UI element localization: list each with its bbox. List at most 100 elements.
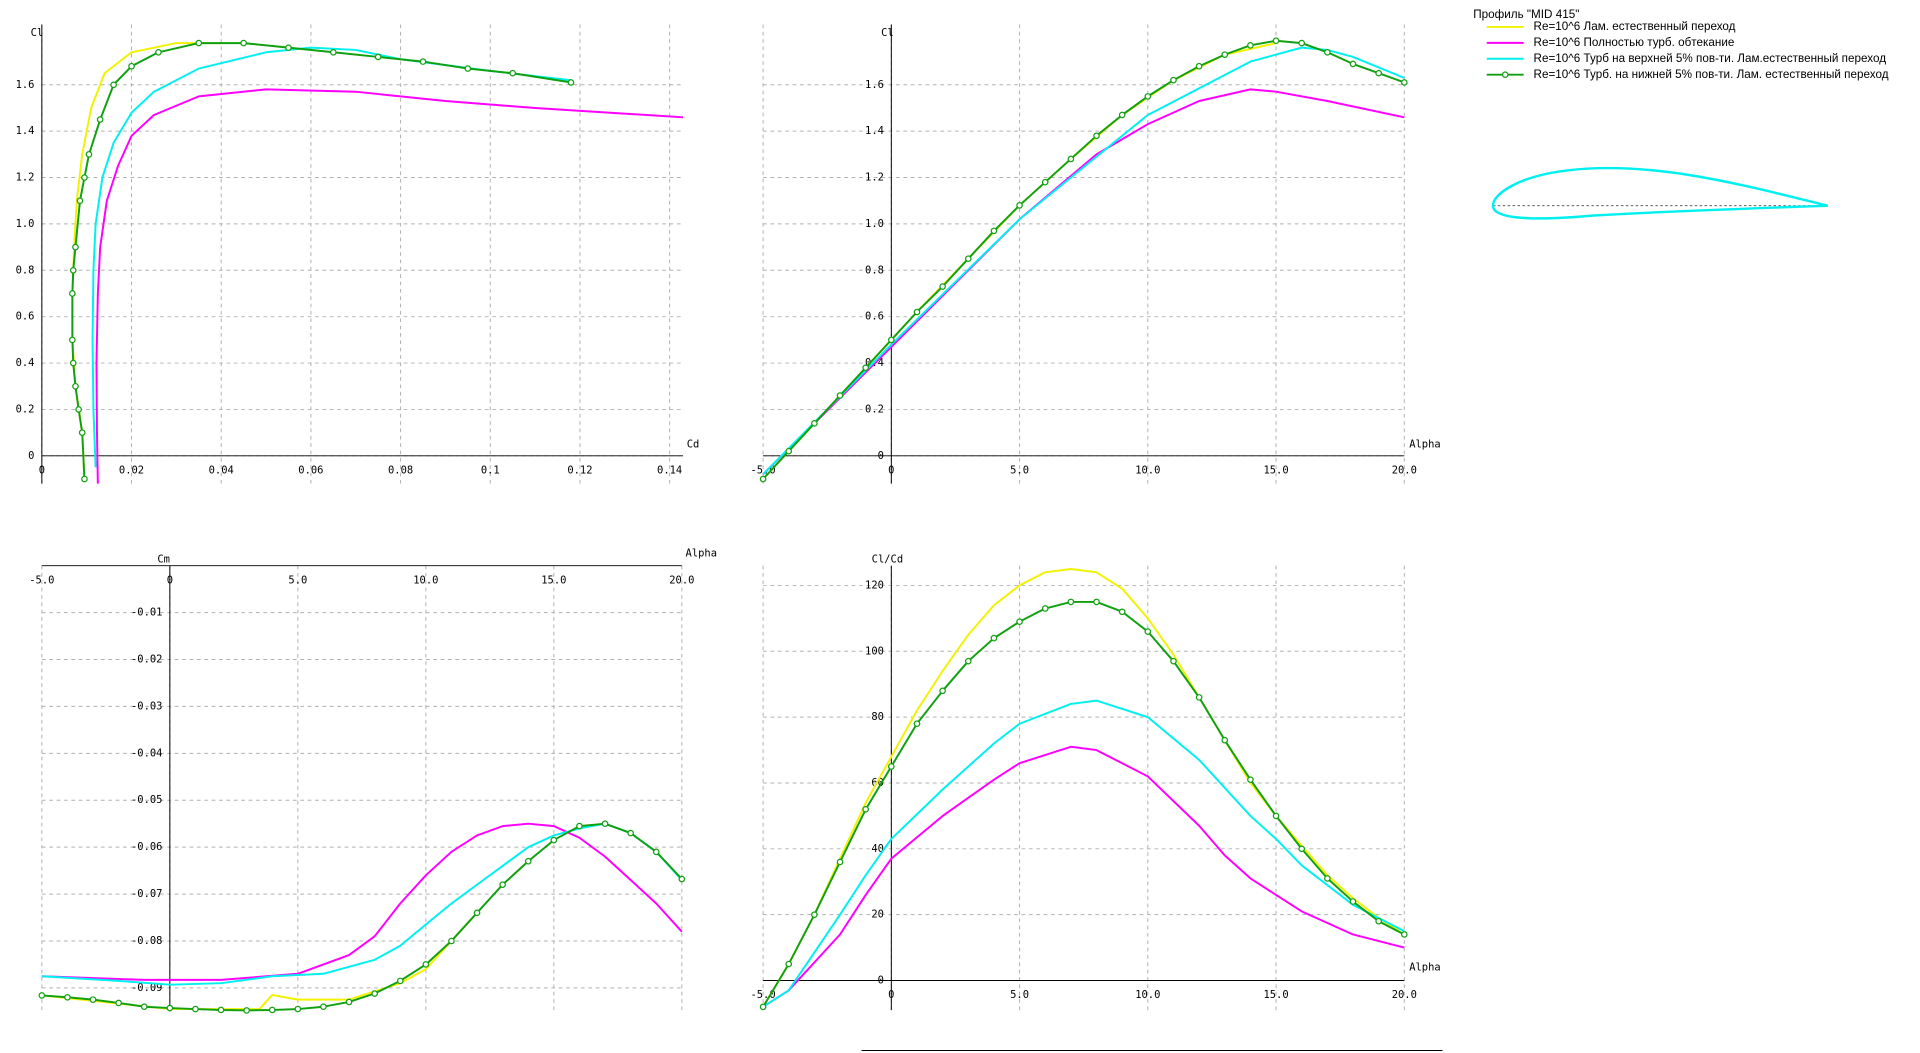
point-marker	[836, 858, 844, 866]
point-marker	[464, 65, 472, 72]
point-marker	[1375, 917, 1382, 925]
point-marker	[396, 977, 404, 985]
y-tick-label: 1.0	[16, 218, 35, 230]
x-tick-label: 5.0	[1010, 465, 1029, 477]
point-marker	[990, 634, 998, 642]
chart: -5.005.010.015.020.0020406080100120Cl/Cd…	[750, 554, 1441, 1011]
point-marker	[166, 1004, 174, 1012]
point-marker	[567, 79, 575, 86]
point-marker	[1093, 598, 1100, 606]
y-tick-label: 1.0	[865, 218, 884, 230]
point-marker	[1195, 62, 1203, 70]
series-line	[762, 39, 1405, 480]
point-marker	[1349, 898, 1357, 905]
point-marker	[240, 39, 247, 47]
point-marker	[195, 39, 203, 47]
x-tick-label: 0.1	[481, 465, 500, 477]
y-tick-label: -0.09	[131, 982, 162, 994]
point-marker	[69, 266, 77, 274]
point-marker	[1144, 628, 1152, 635]
point-marker	[96, 116, 104, 123]
chart: -5.005.010.015.020.0-0.01-0.02-0.03-0.04…	[29, 547, 717, 1014]
point-marker	[155, 49, 162, 56]
x-tick-label: 0.08	[388, 465, 413, 477]
series-line	[762, 46, 1405, 476]
point-marker	[1093, 132, 1100, 140]
x-tick-label: 5.0	[288, 574, 307, 586]
x-tick-label: 15.0	[541, 574, 566, 586]
airfoil	[1491, 166, 1828, 220]
point-marker	[785, 960, 793, 968]
point-marker	[78, 429, 86, 436]
y-tick-label: 0.2	[16, 403, 35, 415]
point-marker	[1067, 598, 1075, 606]
point-marker	[939, 687, 946, 695]
point-marker	[1272, 37, 1280, 45]
point-marker	[75, 406, 82, 413]
y-tick-label: 120	[865, 579, 884, 591]
point-marker	[601, 820, 609, 828]
point-marker	[1298, 845, 1306, 853]
point-marker	[913, 720, 921, 728]
point-marker	[217, 1006, 225, 1014]
point-marker	[294, 1005, 302, 1013]
x-axis-label: Alpha	[1409, 961, 1440, 973]
y-tick-label: 0.6	[865, 311, 884, 323]
point-marker	[1118, 111, 1126, 119]
point-marker	[836, 392, 844, 399]
series-line	[762, 568, 1405, 1008]
x-tick-label: 0.14	[657, 465, 682, 477]
point-marker	[1400, 931, 1408, 938]
point-marker	[1144, 93, 1152, 100]
point-marker	[1221, 51, 1229, 58]
point-marker	[419, 58, 427, 65]
point-marker	[524, 857, 532, 865]
y-tick-label: 0.8	[16, 264, 35, 276]
y-tick-label: 0.8	[865, 264, 884, 276]
point-marker	[1195, 694, 1203, 701]
point-marker	[329, 49, 337, 56]
point-marker	[1247, 776, 1254, 783]
series-line	[41, 822, 683, 1012]
point-marker	[192, 1005, 199, 1013]
y-axis-label: Cl/Cd	[872, 554, 903, 566]
point-marker	[1170, 657, 1177, 665]
y-tick-label: 1.2	[865, 172, 884, 184]
point-marker	[509, 69, 517, 77]
point-marker	[1016, 202, 1023, 209]
point-marker	[811, 911, 818, 918]
point-marker	[576, 822, 583, 830]
point-marker	[81, 174, 88, 181]
point-marker	[422, 961, 430, 968]
y-tick-label: 80	[871, 711, 884, 723]
point-marker	[1041, 178, 1049, 186]
y-axis-label: Cl	[881, 27, 894, 39]
point-marker	[69, 359, 77, 367]
y-tick-label: 20	[871, 909, 884, 921]
point-marker	[268, 1006, 276, 1014]
point-marker	[652, 848, 660, 856]
point-marker	[862, 806, 869, 813]
x-tick-label: 10.0	[413, 574, 438, 586]
point-marker	[759, 1003, 767, 1011]
point-marker	[1349, 60, 1357, 68]
y-axis-label: Cl	[31, 27, 44, 39]
chart: -5.005.010.015.020.000.20.40.60.81.01.21…	[750, 24, 1441, 484]
point-marker	[69, 336, 76, 344]
point-marker	[374, 53, 382, 61]
y-tick-label: 1.4	[16, 125, 35, 137]
series-line	[762, 699, 1405, 1008]
point-marker	[128, 62, 135, 70]
point-marker	[939, 283, 946, 290]
x-tick-label: 15.0	[1263, 465, 1288, 477]
series-line	[95, 88, 684, 484]
point-marker	[72, 243, 79, 251]
airfoil-shape	[1491, 166, 1828, 220]
x-tick-label: 15.0	[1263, 989, 1288, 1001]
x-tick-label: 20.0	[1392, 465, 1417, 477]
y-tick-label: 0.6	[16, 311, 35, 323]
point-marker	[473, 909, 481, 917]
point-marker	[38, 992, 46, 999]
x-tick-label: 20.0	[669, 574, 694, 586]
point-marker	[1247, 42, 1254, 49]
